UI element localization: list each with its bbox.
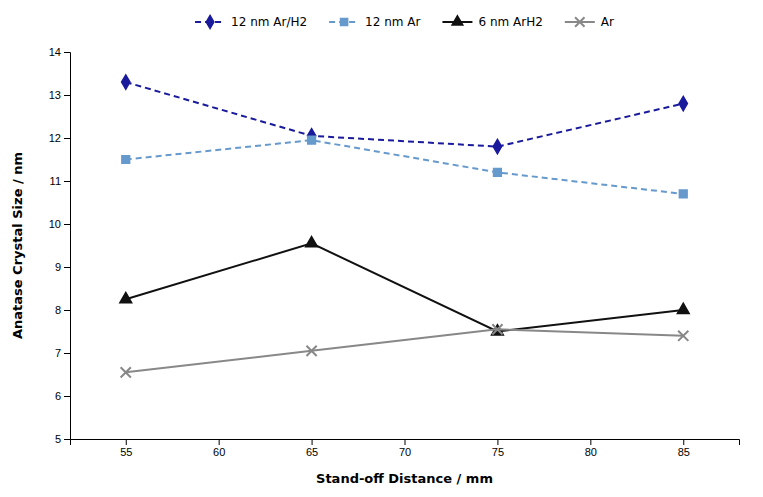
x-tick-label: 55	[120, 446, 132, 458]
y-tick: 10	[49, 218, 70, 230]
series-line	[126, 243, 684, 331]
x-tick: 60	[213, 439, 225, 458]
series-marker	[494, 169, 502, 177]
series-marker	[120, 292, 132, 302]
x-tick: 75	[492, 439, 504, 458]
x-tick-label: 85	[678, 446, 690, 458]
x-tick-mark	[219, 439, 220, 445]
x-tick-label: 65	[306, 446, 318, 458]
series	[122, 75, 688, 154]
y-tick: 11	[50, 175, 70, 187]
x-tick-mark	[590, 439, 591, 445]
y-tick-mark	[64, 439, 70, 440]
y-tick-label: 12	[49, 132, 61, 144]
y-tick-mark	[64, 396, 70, 397]
y-tick-mark	[64, 310, 70, 311]
series	[122, 136, 687, 197]
y-tick: 8	[55, 304, 70, 316]
legend-label: Ar	[601, 15, 614, 29]
series-marker	[492, 324, 502, 334]
y-tick-label: 9	[55, 261, 61, 273]
y-tick-mark	[64, 95, 70, 96]
x-tick: 80	[585, 439, 597, 458]
y-tick-label: 8	[55, 304, 61, 316]
x-tick-mark	[497, 439, 498, 445]
x-tick-label: 70	[399, 446, 411, 458]
series-marker	[678, 331, 688, 341]
legend-label: 12 nm Ar	[365, 15, 420, 29]
legend-swatch-marker	[452, 16, 463, 25]
legend-item: 12 nm Ar	[329, 15, 420, 29]
x-tick: 85	[678, 439, 690, 458]
x-tick-label: 75	[492, 446, 504, 458]
legend-swatch-marker	[206, 15, 214, 28]
series-marker	[307, 129, 315, 143]
series-marker	[121, 367, 131, 377]
y-tick-label: 6	[55, 390, 61, 402]
y-tick-label: 11	[50, 175, 61, 187]
legend: 12 nm Ar/H2 12 nm Ar 6 nm ArH2 Ar	[195, 15, 614, 29]
x-axis-title: Stand-off Distance / mm	[316, 471, 493, 486]
y-tick-label: 7	[55, 347, 61, 359]
y-tick-label: 14	[49, 46, 61, 58]
series-marker	[308, 136, 316, 144]
y-axis-line	[64, 53, 71, 440]
y-tick: 14	[49, 46, 70, 58]
series-marker	[677, 303, 689, 313]
legend-swatch-marker	[575, 17, 584, 26]
y-tick: 5	[55, 433, 70, 445]
x-tick-label: 80	[585, 446, 597, 458]
x-tick-label: 60	[213, 446, 225, 458]
chart: 55 60 65 70 75 80 85 5 6 7 8 9 10 11 12 13 14 Stand-off D…	[0, 0, 763, 497]
series	[120, 237, 689, 335]
series	[121, 324, 689, 377]
y-tick-mark	[64, 138, 70, 139]
x-tick-mark	[312, 439, 313, 445]
legend-swatch-marker	[341, 18, 348, 25]
x-tick-mark	[126, 439, 127, 445]
y-tick-label: 5	[55, 433, 61, 445]
marks	[120, 75, 689, 378]
y-tick: 12	[49, 132, 70, 144]
series-marker	[493, 139, 501, 153]
y-tick: 13	[49, 89, 70, 101]
legend-item: Ar	[565, 15, 614, 29]
series-line	[126, 140, 684, 194]
x-tick: 65	[306, 439, 318, 458]
y-tick-mark	[64, 181, 70, 182]
y-tick: 6	[55, 390, 70, 402]
y-tick-mark	[64, 353, 70, 354]
x-tick: 55	[120, 439, 132, 458]
y-tick: 9	[55, 261, 70, 273]
series-line	[126, 329, 684, 372]
x-tick-mark	[405, 439, 406, 445]
y-tick-label: 13	[49, 89, 61, 101]
legend-item: 6 nm ArH2	[442, 15, 542, 29]
y-tick: 7	[55, 347, 70, 359]
y-tick-mark	[64, 267, 70, 268]
x-tick: 70	[399, 439, 411, 458]
legend-label: 12 nm Ar/H2	[231, 15, 307, 29]
series-marker	[122, 75, 130, 89]
y-axis: 5 6 7 8 9 10 11 12 13 14	[49, 46, 71, 445]
plot: 55 60 65 70 75 80 85 5 6 7 8 9 10 11 12 13 14 Stand-off D…	[10, 46, 740, 486]
series-marker	[679, 96, 687, 110]
series-marker	[122, 156, 130, 164]
y-tick-label: 10	[49, 218, 61, 230]
x-tick-mark	[683, 439, 684, 445]
legend-label: 6 nm ArH2	[478, 15, 542, 29]
legend-item: 12 nm Ar/H2	[195, 15, 307, 29]
series-line	[126, 82, 684, 147]
x-axis: 55 60 65 70 75 80 85	[71, 439, 740, 458]
y-tick-mark	[64, 224, 70, 225]
series-marker	[306, 237, 318, 247]
y-axis-title: Anatase Crystal Size / nm	[10, 152, 25, 339]
series-marker	[306, 346, 316, 356]
y-tick-mark	[64, 52, 70, 53]
series-marker	[679, 190, 687, 198]
x-axis-line	[71, 440, 740, 446]
